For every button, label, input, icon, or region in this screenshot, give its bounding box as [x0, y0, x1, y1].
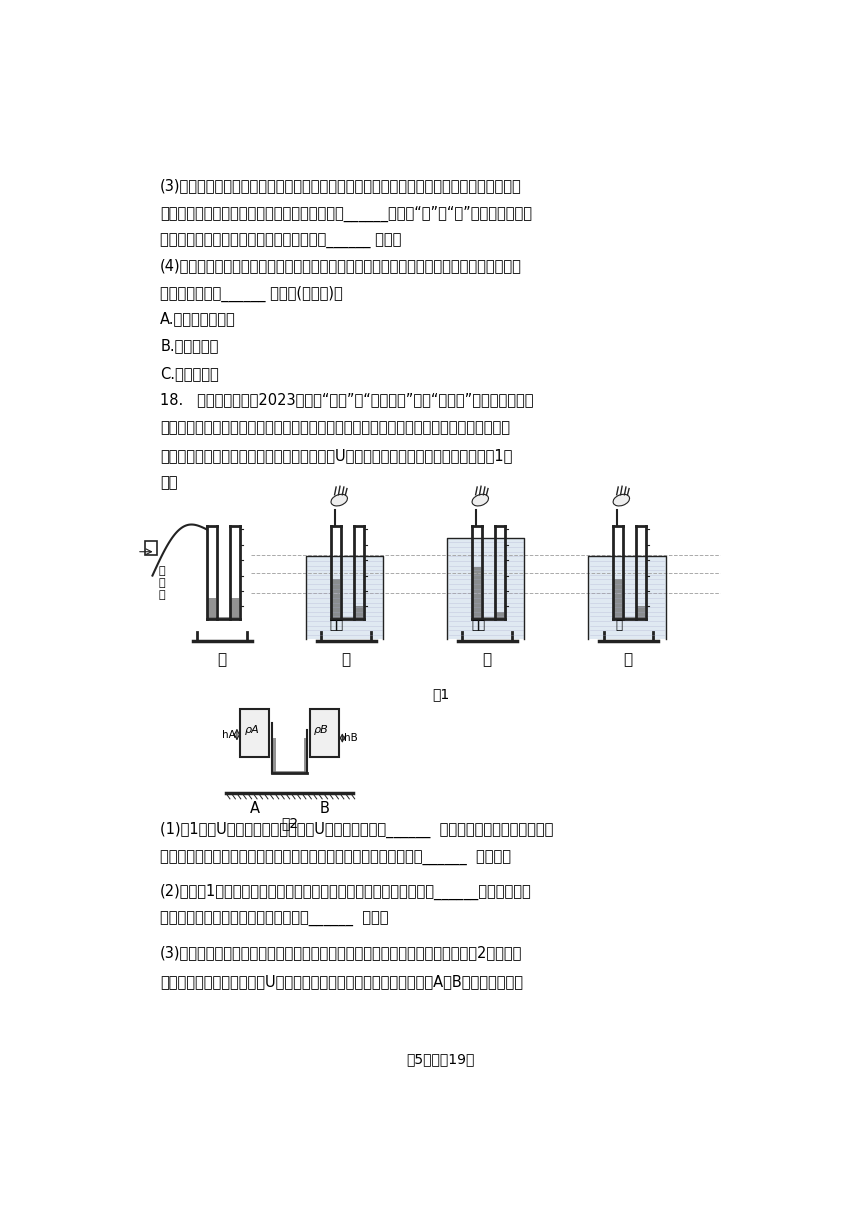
Text: (3)改正错误后，小华发现小车在毛巾表面运动得最近，在木板表面运动得最远，由实验现象: (3)改正错误后，小华发现小车在毛巾表面运动得最近，在木板表面运动得最远，由实验…	[160, 179, 522, 193]
Bar	[144, 541, 157, 554]
Text: A: A	[249, 801, 260, 816]
Text: 甲: 甲	[218, 652, 227, 666]
Text: 海水: 海水	[330, 619, 344, 632]
Text: 可以得出，小车受到的阻力越小，速度减小得越______（选填“快”或“慢”）。由此进一步: 可以得出，小车受到的阻力越小，速度减小得越______（选填“快”或“慢”）。由…	[160, 206, 532, 223]
Bar	[472, 567, 481, 619]
Bar	[240, 709, 269, 756]
Bar	[613, 580, 622, 619]
Ellipse shape	[472, 494, 488, 506]
Text: 18.   某新闻报道称至2023年底，“蛳龙”号“深海勇士”号、“奋斗者”号三台载人潜水: 18. 某新闻报道称至2023年底，“蛳龙”号“深海勇士”号、“奋斗者”号三台载…	[160, 393, 534, 407]
Bar	[273, 771, 308, 773]
Bar	[273, 738, 276, 773]
Text: 推理可知，小车在光滑的水平面上，它将做______ 运动。: 推理可知，小车在光滑的水平面上，它将做______ 运动。	[160, 233, 402, 249]
Bar	[207, 598, 216, 619]
Text: ρB: ρB	[314, 725, 329, 734]
Text: 属: 属	[158, 578, 165, 587]
Text: 海水: 海水	[471, 619, 485, 632]
Text: (4)在第三次实验中，若添加一个小木块并合理利用，然后让小军从斜面的不同高度由静止下: (4)在第三次实验中，若添加一个小木块并合理利用，然后让小军从斜面的不同高度由静…	[160, 258, 522, 274]
Bar	[447, 537, 525, 640]
Text: B: B	[320, 801, 329, 816]
Bar	[230, 598, 239, 619]
Text: A.重力势能与质量: A.重力势能与质量	[160, 311, 236, 326]
Bar	[636, 606, 645, 619]
Text: 盒: 盒	[158, 590, 165, 599]
Bar	[306, 557, 384, 640]
Text: 两次实验可初步判断：液体内部压强与______  有关。: 两次实验可初步判断：液体内部压强与______ 有关。	[160, 912, 389, 927]
Bar	[495, 612, 504, 619]
Ellipse shape	[613, 494, 630, 506]
Text: 丙: 丙	[482, 652, 492, 666]
Text: 滑，还可以探究______ 的关系(填字母)。: 滑，还可以探究______ 的关系(填字母)。	[160, 286, 343, 303]
Bar	[588, 557, 666, 640]
Bar	[310, 709, 339, 756]
Text: (3)为了进一步研究液体压强与液体密度的关系，小理同学将液体压强计做了如图2所示的改: (3)为了进一步研究液体压强与液体密度的关系，小理同学将液体压强计做了如图2所示…	[160, 945, 523, 961]
Text: 乙: 乙	[341, 652, 351, 666]
Bar	[472, 618, 504, 619]
Ellipse shape	[331, 494, 347, 506]
Text: hB: hB	[344, 733, 358, 743]
Bar	[613, 618, 645, 619]
Text: 丁: 丁	[624, 652, 633, 666]
Text: (1)图1甲是U形管压强计，它是通过U形管两侧液面的______  来显示金属盒探头橡皮膜所受: (1)图1甲是U形管压强计，它是通过U形管两侧液面的______ 来显示金属盒探…	[160, 822, 554, 838]
Text: (2)比较图1乙、丙两次实验可知：同种液体内部压强随深度的增加而______；比较乙、丁: (2)比较图1乙、丙两次实验可知：同种液体内部压强随深度的增加而______；比…	[160, 884, 532, 900]
Bar	[304, 738, 308, 773]
Text: 同学开始对探究液体内部压强感兴趣，他利用U形管压强计进行了实验探究，实验如图1所: 同学开始对探究液体内部压强感兴趣，他利用U形管压强计进行了实验探究，实验如图1所	[160, 447, 513, 463]
Text: 器累计下潜次数或将逆千次，这些实践开辟了我国深潜科学研究的新领域。看到新闻的小明: 器累计下潜次数或将逆千次，这些实践开辟了我国深潜科学研究的新领域。看到新闻的小明	[160, 420, 510, 435]
Bar	[354, 606, 363, 619]
Text: 进，两探头置于空气中时，U形管两侧液面相平。现将两探头分别放入A、B两种液体中，当: 进，两探头置于空气中时，U形管两侧液面相平。现将两探头分别放入A、B两种液体中，…	[160, 974, 523, 989]
Bar	[331, 580, 340, 619]
Text: hA: hA	[222, 730, 236, 739]
Text: B.动能与速度: B.动能与速度	[160, 338, 218, 354]
Text: 第5页，共19页: 第5页，共19页	[407, 1052, 475, 1066]
Text: 水: 水	[616, 619, 623, 632]
Text: 图2: 图2	[281, 817, 298, 831]
Text: ρA: ρA	[245, 725, 260, 734]
Text: 压强大小的，若该装置气密性较差，按压金属盒上的橡皮膜将会看到______  的现象。: 压强大小的，若该装置气密性较差，按压金属盒上的橡皮膜将会看到______ 的现象…	[160, 850, 511, 866]
Text: 示：: 示：	[160, 475, 178, 490]
Text: 图1: 图1	[432, 687, 450, 702]
Bar	[331, 618, 363, 619]
Text: 金: 金	[158, 567, 165, 576]
Text: C.动能与质量: C.动能与质量	[160, 366, 219, 381]
Bar	[207, 618, 239, 619]
